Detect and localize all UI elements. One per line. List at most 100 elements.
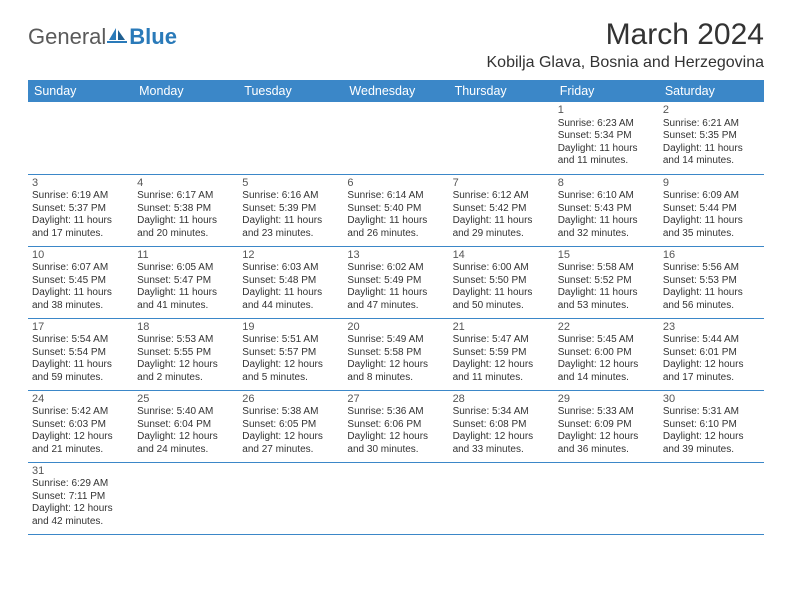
weekday-header: Sunday <box>28 80 133 102</box>
logo-text-2: Blue <box>129 24 177 50</box>
daylight-line: Daylight: 11 hours and 11 minutes. <box>558 143 655 168</box>
day-number: 14 <box>453 249 550 263</box>
day-number: 6 <box>347 177 444 191</box>
daylight-line: Daylight: 11 hours and 53 minutes. <box>558 287 655 312</box>
weekday-header: Saturday <box>659 80 764 102</box>
calendar-cell-empty <box>343 462 448 534</box>
daylight-line: Daylight: 12 hours and 36 minutes. <box>558 431 655 456</box>
calendar-body: 1Sunrise: 6:23 AMSunset: 5:34 PMDaylight… <box>28 102 764 534</box>
calendar-cell: 1Sunrise: 6:23 AMSunset: 5:34 PMDaylight… <box>554 102 659 174</box>
daylight-line: Daylight: 11 hours and 14 minutes. <box>663 143 760 168</box>
sunset-line: Sunset: 5:57 PM <box>242 347 339 360</box>
daylight-line: Daylight: 12 hours and 2 minutes. <box>137 359 234 384</box>
day-number: 25 <box>137 393 234 407</box>
day-number: 2 <box>663 104 760 118</box>
sunrise-line: Sunrise: 5:49 AM <box>347 334 444 347</box>
sunrise-line: Sunrise: 5:45 AM <box>558 334 655 347</box>
sunset-line: Sunset: 5:59 PM <box>453 347 550 360</box>
daylight-line: Daylight: 12 hours and 14 minutes. <box>558 359 655 384</box>
calendar-cell: 27Sunrise: 5:36 AMSunset: 6:06 PMDayligh… <box>343 390 448 462</box>
calendar-cell: 6Sunrise: 6:14 AMSunset: 5:40 PMDaylight… <box>343 174 448 246</box>
sunrise-line: Sunrise: 6:17 AM <box>137 190 234 203</box>
sunrise-line: Sunrise: 5:33 AM <box>558 406 655 419</box>
day-number: 28 <box>453 393 550 407</box>
calendar-cell-empty <box>133 102 238 174</box>
header: General Blue March 2024 Kobilja Glava, B… <box>28 18 764 72</box>
sunset-line: Sunset: 5:34 PM <box>558 130 655 143</box>
day-number: 4 <box>137 177 234 191</box>
day-number: 20 <box>347 321 444 335</box>
sunset-line: Sunset: 7:11 PM <box>32 491 129 504</box>
day-number: 23 <box>663 321 760 335</box>
sunrise-line: Sunrise: 6:03 AM <box>242 262 339 275</box>
day-number: 18 <box>137 321 234 335</box>
sunrise-line: Sunrise: 5:51 AM <box>242 334 339 347</box>
day-number: 8 <box>558 177 655 191</box>
calendar-cell: 9Sunrise: 6:09 AMSunset: 5:44 PMDaylight… <box>659 174 764 246</box>
day-number: 27 <box>347 393 444 407</box>
calendar-cell: 11Sunrise: 6:05 AMSunset: 5:47 PMDayligh… <box>133 246 238 318</box>
calendar-cell: 30Sunrise: 5:31 AMSunset: 6:10 PMDayligh… <box>659 390 764 462</box>
weekday-header: Friday <box>554 80 659 102</box>
calendar-table: SundayMondayTuesdayWednesdayThursdayFrid… <box>28 80 764 535</box>
day-number: 26 <box>242 393 339 407</box>
day-number: 21 <box>453 321 550 335</box>
daylight-line: Daylight: 11 hours and 50 minutes. <box>453 287 550 312</box>
calendar-cell: 4Sunrise: 6:17 AMSunset: 5:38 PMDaylight… <box>133 174 238 246</box>
calendar-cell-empty <box>238 102 343 174</box>
calendar-cell-empty <box>28 102 133 174</box>
day-number: 7 <box>453 177 550 191</box>
calendar-cell: 19Sunrise: 5:51 AMSunset: 5:57 PMDayligh… <box>238 318 343 390</box>
sunrise-line: Sunrise: 6:05 AM <box>137 262 234 275</box>
calendar-cell: 20Sunrise: 5:49 AMSunset: 5:58 PMDayligh… <box>343 318 448 390</box>
sunrise-line: Sunrise: 6:00 AM <box>453 262 550 275</box>
sunset-line: Sunset: 5:40 PM <box>347 203 444 216</box>
sunrise-line: Sunrise: 6:21 AM <box>663 118 760 131</box>
sunset-line: Sunset: 5:48 PM <box>242 275 339 288</box>
sunset-line: Sunset: 5:45 PM <box>32 275 129 288</box>
day-number: 24 <box>32 393 129 407</box>
sunset-line: Sunset: 5:52 PM <box>558 275 655 288</box>
sunset-line: Sunset: 6:05 PM <box>242 419 339 432</box>
day-number: 3 <box>32 177 129 191</box>
sunrise-line: Sunrise: 6:23 AM <box>558 118 655 131</box>
day-number: 30 <box>663 393 760 407</box>
sunrise-line: Sunrise: 6:14 AM <box>347 190 444 203</box>
sunrise-line: Sunrise: 5:38 AM <box>242 406 339 419</box>
day-number: 15 <box>558 249 655 263</box>
daylight-line: Daylight: 12 hours and 17 minutes. <box>663 359 760 384</box>
sunset-line: Sunset: 5:53 PM <box>663 275 760 288</box>
daylight-line: Daylight: 11 hours and 29 minutes. <box>453 215 550 240</box>
daylight-line: Daylight: 11 hours and 44 minutes. <box>242 287 339 312</box>
calendar-cell: 12Sunrise: 6:03 AMSunset: 5:48 PMDayligh… <box>238 246 343 318</box>
sunset-line: Sunset: 5:49 PM <box>347 275 444 288</box>
day-number: 9 <box>663 177 760 191</box>
weekday-header-row: SundayMondayTuesdayWednesdayThursdayFrid… <box>28 80 764 102</box>
calendar-row: 1Sunrise: 6:23 AMSunset: 5:34 PMDaylight… <box>28 102 764 174</box>
sunset-line: Sunset: 5:43 PM <box>558 203 655 216</box>
sunset-line: Sunset: 5:42 PM <box>453 203 550 216</box>
daylight-line: Daylight: 11 hours and 41 minutes. <box>137 287 234 312</box>
weekday-header: Tuesday <box>238 80 343 102</box>
calendar-row: 3Sunrise: 6:19 AMSunset: 5:37 PMDaylight… <box>28 174 764 246</box>
daylight-line: Daylight: 11 hours and 35 minutes. <box>663 215 760 240</box>
daylight-line: Daylight: 11 hours and 20 minutes. <box>137 215 234 240</box>
day-number: 11 <box>137 249 234 263</box>
calendar-row: 31Sunrise: 6:29 AMSunset: 7:11 PMDayligh… <box>28 462 764 534</box>
day-number: 16 <box>663 249 760 263</box>
day-number: 1 <box>558 104 655 118</box>
sunset-line: Sunset: 6:01 PM <box>663 347 760 360</box>
sunrise-line: Sunrise: 6:07 AM <box>32 262 129 275</box>
sunrise-line: Sunrise: 6:02 AM <box>347 262 444 275</box>
day-number: 13 <box>347 249 444 263</box>
daylight-line: Daylight: 12 hours and 11 minutes. <box>453 359 550 384</box>
calendar-row: 17Sunrise: 5:54 AMSunset: 5:54 PMDayligh… <box>28 318 764 390</box>
calendar-cell-empty <box>449 462 554 534</box>
sunrise-line: Sunrise: 5:53 AM <box>137 334 234 347</box>
sunset-line: Sunset: 5:37 PM <box>32 203 129 216</box>
sunset-line: Sunset: 6:08 PM <box>453 419 550 432</box>
calendar-cell: 24Sunrise: 5:42 AMSunset: 6:03 PMDayligh… <box>28 390 133 462</box>
calendar-cell: 5Sunrise: 6:16 AMSunset: 5:39 PMDaylight… <box>238 174 343 246</box>
sunset-line: Sunset: 6:00 PM <box>558 347 655 360</box>
daylight-line: Daylight: 11 hours and 56 minutes. <box>663 287 760 312</box>
